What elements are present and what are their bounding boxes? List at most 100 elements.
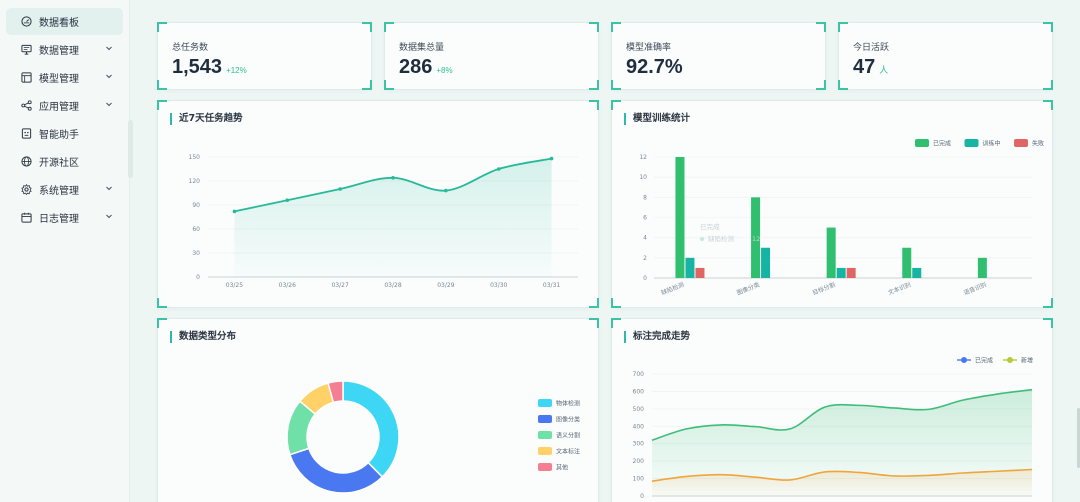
sidebar-item-app-management[interactable]: 应用管理: [6, 92, 123, 119]
sidebar-item-dashboard[interactable]: 数据看板: [6, 8, 123, 35]
chevron-down-icon: [106, 74, 112, 79]
bar-training: [685, 257, 695, 278]
trend-point: [549, 156, 554, 161]
series-area: [652, 389, 1032, 496]
tooltip-value: 12: [752, 235, 760, 243]
stat-card-daily-active: 今日活跃 47 人: [838, 22, 1053, 90]
legend-swatch: [538, 463, 552, 471]
tick-label: 03/25: [226, 282, 243, 289]
bar-training: [761, 247, 771, 278]
donut-slice: [288, 447, 384, 494]
sidebar-item-label: 智能助手: [39, 130, 79, 141]
bar-failed: [846, 267, 856, 278]
stat-delta: +8%: [436, 66, 453, 75]
tick-label: 600: [633, 388, 645, 395]
annotation-trend-chart: 0 100 200 300 400 500 600 700 已完成 新增: [633, 357, 1033, 501]
bar-done: [751, 197, 761, 278]
tick-label: 500: [633, 406, 645, 413]
tick-label: 100: [633, 476, 645, 483]
assistant-icon: [20, 128, 32, 140]
tick-label: 03/31: [543, 282, 560, 289]
legend-label: 物体检测: [556, 400, 580, 408]
legend-label: 失败: [1032, 140, 1044, 148]
sidebar-item-system-management[interactable]: 系统管理: [6, 176, 123, 203]
tick-label: 03/29: [437, 282, 454, 289]
chevron-down-icon: [106, 186, 112, 191]
stat-unit: 人: [879, 65, 889, 75]
tick-label: 120: [189, 178, 201, 185]
tick-label: 60: [192, 226, 200, 233]
tooltip-title: 已完成: [700, 222, 720, 231]
legend-label: 语义分割: [556, 432, 580, 440]
model-icon: [20, 72, 32, 84]
panel-training-stats: 模型训练统计 0 2 4 6 8 10 12 缺陷检测 图像分类 目标分割 文本识别 语音识别 已完成训…: [611, 100, 1053, 308]
stat-value: 286 +8%: [399, 56, 453, 78]
tick-label: 0: [643, 275, 647, 282]
legend-label: 文本标注: [556, 448, 580, 456]
sidebar-item-assistant[interactable]: 智能助手: [6, 120, 123, 147]
tick-label: 10: [639, 174, 647, 181]
calendar-icon: [20, 212, 32, 224]
trend-point: [285, 198, 290, 202]
sidebar-item-data-management[interactable]: 数据管理: [6, 36, 123, 63]
sidebar-item-label: 开源社区: [39, 158, 79, 169]
legend-swatch: [964, 139, 979, 147]
panel-title: 数据类型分布: [170, 331, 236, 343]
tick-label: 03/26: [279, 282, 296, 289]
tick-label: 30: [192, 250, 200, 257]
legend-swatch: [538, 399, 552, 407]
legend-marker: [961, 357, 967, 363]
tick-label: 6: [643, 215, 647, 222]
tick-label: 缺陷检测: [660, 280, 685, 296]
legend-swatch: [1014, 139, 1028, 147]
sidebar-item-log-management[interactable]: 日志管理: [6, 204, 123, 231]
sidebar: 数据看板 数据管理 模型管理 应用管理 智能助手 开源社区: [0, 0, 130, 502]
legend-marker: [1007, 357, 1013, 363]
sidebar-item-label: 模型管理: [39, 74, 79, 85]
panel-data-type-distribution: 数据类型分布 物体检测图像分类语义分割文本标注其他: [157, 318, 599, 502]
bar-done: [675, 157, 685, 278]
trend-point: [391, 176, 395, 180]
sidebar-item-label: 应用管理: [39, 102, 79, 113]
tick-label: 图像分类: [736, 280, 761, 296]
sidebar-item-model-management[interactable]: 模型管理: [6, 64, 123, 91]
monitor-icon: [20, 44, 32, 56]
bar-training: [912, 267, 922, 278]
share-icon: [20, 100, 32, 112]
legend-swatch: [538, 447, 552, 455]
globe-icon: [20, 156, 32, 168]
stat-card-dataset-total: 数据集总量 286 +8%: [384, 22, 599, 90]
legend-label: 图像分类: [556, 416, 580, 424]
sidebar-item-label: 日志管理: [39, 214, 79, 225]
stat-label: 总任务数: [172, 43, 209, 53]
tick-label: 0: [640, 493, 644, 500]
sidebar-item-community[interactable]: 开源社区: [6, 148, 123, 175]
tooltip-marker: [699, 236, 705, 242]
trend-point: [444, 188, 448, 193]
bar-done: [826, 227, 836, 278]
stat-label: 今日活跃: [853, 43, 890, 53]
trend-area: [234, 158, 552, 277]
tick-label: 0: [196, 274, 200, 281]
chevron-down-icon: [106, 102, 112, 107]
page-scrollbar[interactable]: [1077, 408, 1080, 468]
stat-card-total-tasks: 总任务数 1,543 +12%: [157, 22, 372, 90]
legend-label: 其他: [556, 464, 568, 472]
legend-label: 新增: [1021, 357, 1033, 365]
tick-label: 03/27: [331, 282, 348, 289]
task-trend-chart: 0 30 60 90 120 150 03/25 03/26 03/27 03/28 03/29 03…: [189, 154, 578, 289]
chevron-down-icon: [106, 214, 112, 219]
chevron-down-icon: [106, 46, 112, 51]
panel-title: 标注完成走势: [624, 331, 690, 343]
main-content: 总任务数 1,543 +12% 数据集总量 286 +8% 模型准确率 92.7% …: [143, 0, 1080, 502]
sidebar-item-label: 数据管理: [39, 46, 79, 57]
stat-label: 数据集总量: [399, 43, 445, 53]
tick-label: 200: [633, 458, 645, 465]
tick-label: 700: [633, 371, 645, 378]
stat-value: 47 人: [853, 56, 889, 78]
trend-point: [496, 167, 501, 171]
series-line: [651, 468, 1033, 482]
sidebar-collapse-handle[interactable]: [128, 120, 133, 178]
panel-title: 模型训练统计: [624, 113, 690, 125]
